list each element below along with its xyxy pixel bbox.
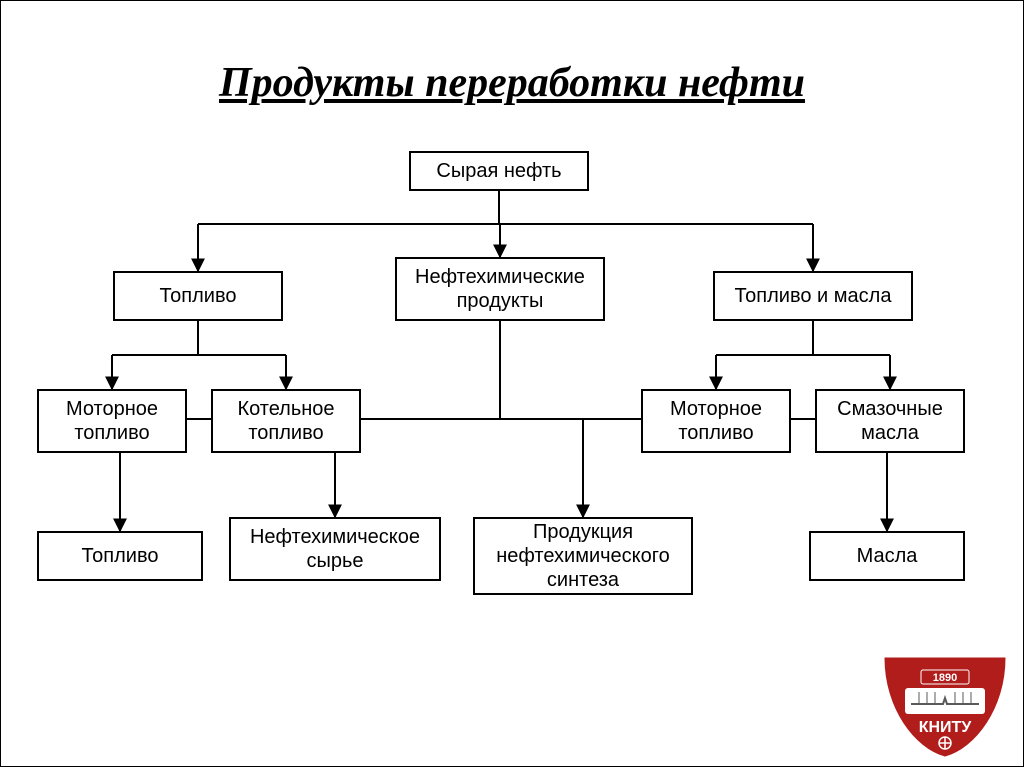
node-l1b: Нефтехимические продукты — [395, 257, 605, 321]
node-l1a: Топливо — [113, 271, 283, 321]
page-title: Продукты переработки нефти — [1, 1, 1023, 107]
node-l2b: Котельное топливо — [211, 389, 361, 453]
node-l3b: Нефтехимическое сырье — [229, 517, 441, 581]
node-l1c: Топливо и масла — [713, 271, 913, 321]
node-root: Сырая нефть — [409, 151, 589, 191]
node-l2a: Моторное топливо — [37, 389, 187, 453]
node-l3c: Продукция нефтехимического синтеза — [473, 517, 693, 595]
logo-year: 1890 — [933, 672, 957, 684]
node-l3a: Топливо — [37, 531, 203, 581]
node-l3d: Масла — [809, 531, 965, 581]
logo-text: КНИТУ — [919, 719, 973, 736]
flowchart: Сырая нефть Топливо Нефтехимические продук… — [1, 141, 1024, 681]
node-l2c: Моторное топливо — [641, 389, 791, 453]
university-logo: 1890 КНИТУ — [875, 648, 1015, 758]
node-l2d: Смазочные масла — [815, 389, 965, 453]
